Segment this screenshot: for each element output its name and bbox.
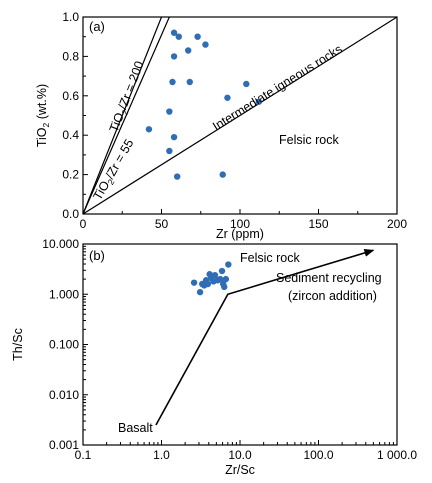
chart-a-panel-label: (a) (89, 19, 105, 34)
chart-a-ytick-label: 0.4 (62, 128, 79, 142)
chart-a-point (166, 147, 173, 155)
chart-b-point (218, 267, 226, 275)
chart-a-point (170, 29, 178, 36)
chart-a-xtick-label: 200 (387, 217, 407, 231)
chart-a-ytick-label: 1.0 (62, 10, 79, 24)
chart-b-ytick-label: 10.000 (42, 237, 79, 251)
chart-a-xlabel: Zr (ppm) (216, 227, 264, 241)
chart-a-ytick-label: 0.2 (62, 168, 79, 182)
chart-a-ytick-label: 0.0 (62, 207, 79, 221)
chart-a-ylabel-pre: TiO (35, 127, 49, 147)
chart-b-annotation-basalt: Basalt (118, 421, 153, 435)
chart-a-ticks: 0 50 100 150 200 0.0 0.2 0.4 0.6 0.8 1.0 (62, 10, 407, 231)
chart-b: 0.1 1.0 10.0 100.0 1 000.0 0.001 0.010 0.100 1.0… (11, 237, 417, 477)
chart-a-reference-line (82, 16, 170, 215)
chart-a-ratio200-sub: 2 (119, 108, 130, 116)
chart-a-point (170, 133, 178, 141)
chart-b-ytick-label: 0.010 (49, 388, 79, 402)
chart-b-point (204, 280, 212, 288)
chart-a-point (184, 47, 192, 54)
chart-a-reference-line (82, 16, 398, 215)
chart-b-ytick-label: 0.100 (49, 338, 79, 352)
chart-b-annotation-sediment: Sediment recycling (276, 271, 382, 285)
chart-a-point (186, 78, 193, 86)
chart-a-ytick-label: 0.8 (62, 49, 79, 63)
chart-b-ticks: 0.1 1.0 10.0 100.0 1 000.0 0.001 0.010 0.100 1.0… (42, 237, 417, 462)
chart-a-ratio200-pre: TiO (107, 110, 127, 134)
chart-b-ytick-label: 0.001 (49, 438, 79, 452)
chart-a-point (219, 171, 226, 178)
chart-a-ratio55-sub: 2 (106, 177, 117, 186)
chart-b-xtick-label: 10.0 (228, 448, 252, 462)
chart-b-point (211, 271, 219, 279)
chart-b-arrow (155, 249, 375, 426)
chart-a-point (255, 98, 263, 105)
chart-b-point (225, 261, 232, 268)
chart-a-ylabel: TiO2 (wt.%) (35, 84, 51, 147)
chart-a-point (175, 33, 182, 40)
chart-a-points (145, 29, 263, 180)
chart-a-point (170, 53, 178, 60)
chart-b-point (190, 279, 198, 286)
chart-b-panel-label: (b) (89, 248, 105, 263)
chart-a-point (166, 108, 173, 115)
chart-a-point (224, 94, 231, 101)
chart-a-annotation-ratio200: TiO2/Zr = 200 (107, 59, 149, 135)
chart-a-ylabel-sub: 2 (41, 122, 51, 127)
chart-a-point (243, 80, 250, 88)
chart-a-xtick-label: 150 (308, 217, 328, 231)
chart-b-xtick-label: 0.1 (75, 448, 92, 462)
chart-b-point (222, 275, 230, 283)
chart-a-reference-lines (82, 16, 398, 215)
chart-a-reference-line (82, 16, 163, 215)
chart-a-ytick-label: 0.6 (62, 89, 79, 103)
chart-b-ylabel: Th/Sc (11, 328, 25, 361)
chart-a-point (202, 41, 209, 48)
chart-b-xtick-label: 1 000.0 (377, 448, 417, 462)
chart-b-xtick-label: 100.0 (303, 448, 333, 462)
chart-a-xtick-label: 50 (155, 217, 169, 231)
chart-a-point (194, 33, 201, 40)
chart-a-point (145, 126, 153, 133)
chart-b-annotation-felsic: Felsic rock (240, 251, 300, 265)
chart-b-point (217, 275, 224, 283)
chart-a-ratio55-post: /Zr = 55 (103, 137, 137, 182)
chart-a-point (169, 78, 176, 86)
chart-b-point (196, 288, 204, 296)
chart-b-trend-arrow (155, 249, 375, 426)
chart-b-point (221, 283, 228, 291)
chart-a-annotation-intermediate: Intermediate igneous rocks (210, 42, 345, 134)
chart-a-point (174, 173, 181, 180)
chart-b-ytick-label: 1.000 (49, 287, 79, 301)
chart-a-annotation-ratio55: TiO2/Zr = 55 (90, 137, 138, 204)
chart-a-ratio200-post: /Zr = 200 (115, 59, 146, 111)
chart-a-annotation-felsic: Felsic rock (279, 133, 339, 147)
chart-a-ylabel-post: (wt.%) (35, 84, 49, 123)
chart-a: 0 50 100 150 200 0.0 0.2 0.4 0.6 0.8 1.0 (a) Zr (p… (35, 10, 407, 241)
chart-a-xtick-label: 0 (80, 217, 87, 231)
chart-b-xtick-label: 1.0 (153, 448, 170, 462)
chart-b-annotation-zircon: (zircon addition) (288, 289, 377, 303)
chart-a-xtick-label: 100 (230, 217, 250, 231)
chart-b-xlabel: Zr/Sc (225, 463, 255, 477)
chart-b-points (190, 261, 232, 296)
